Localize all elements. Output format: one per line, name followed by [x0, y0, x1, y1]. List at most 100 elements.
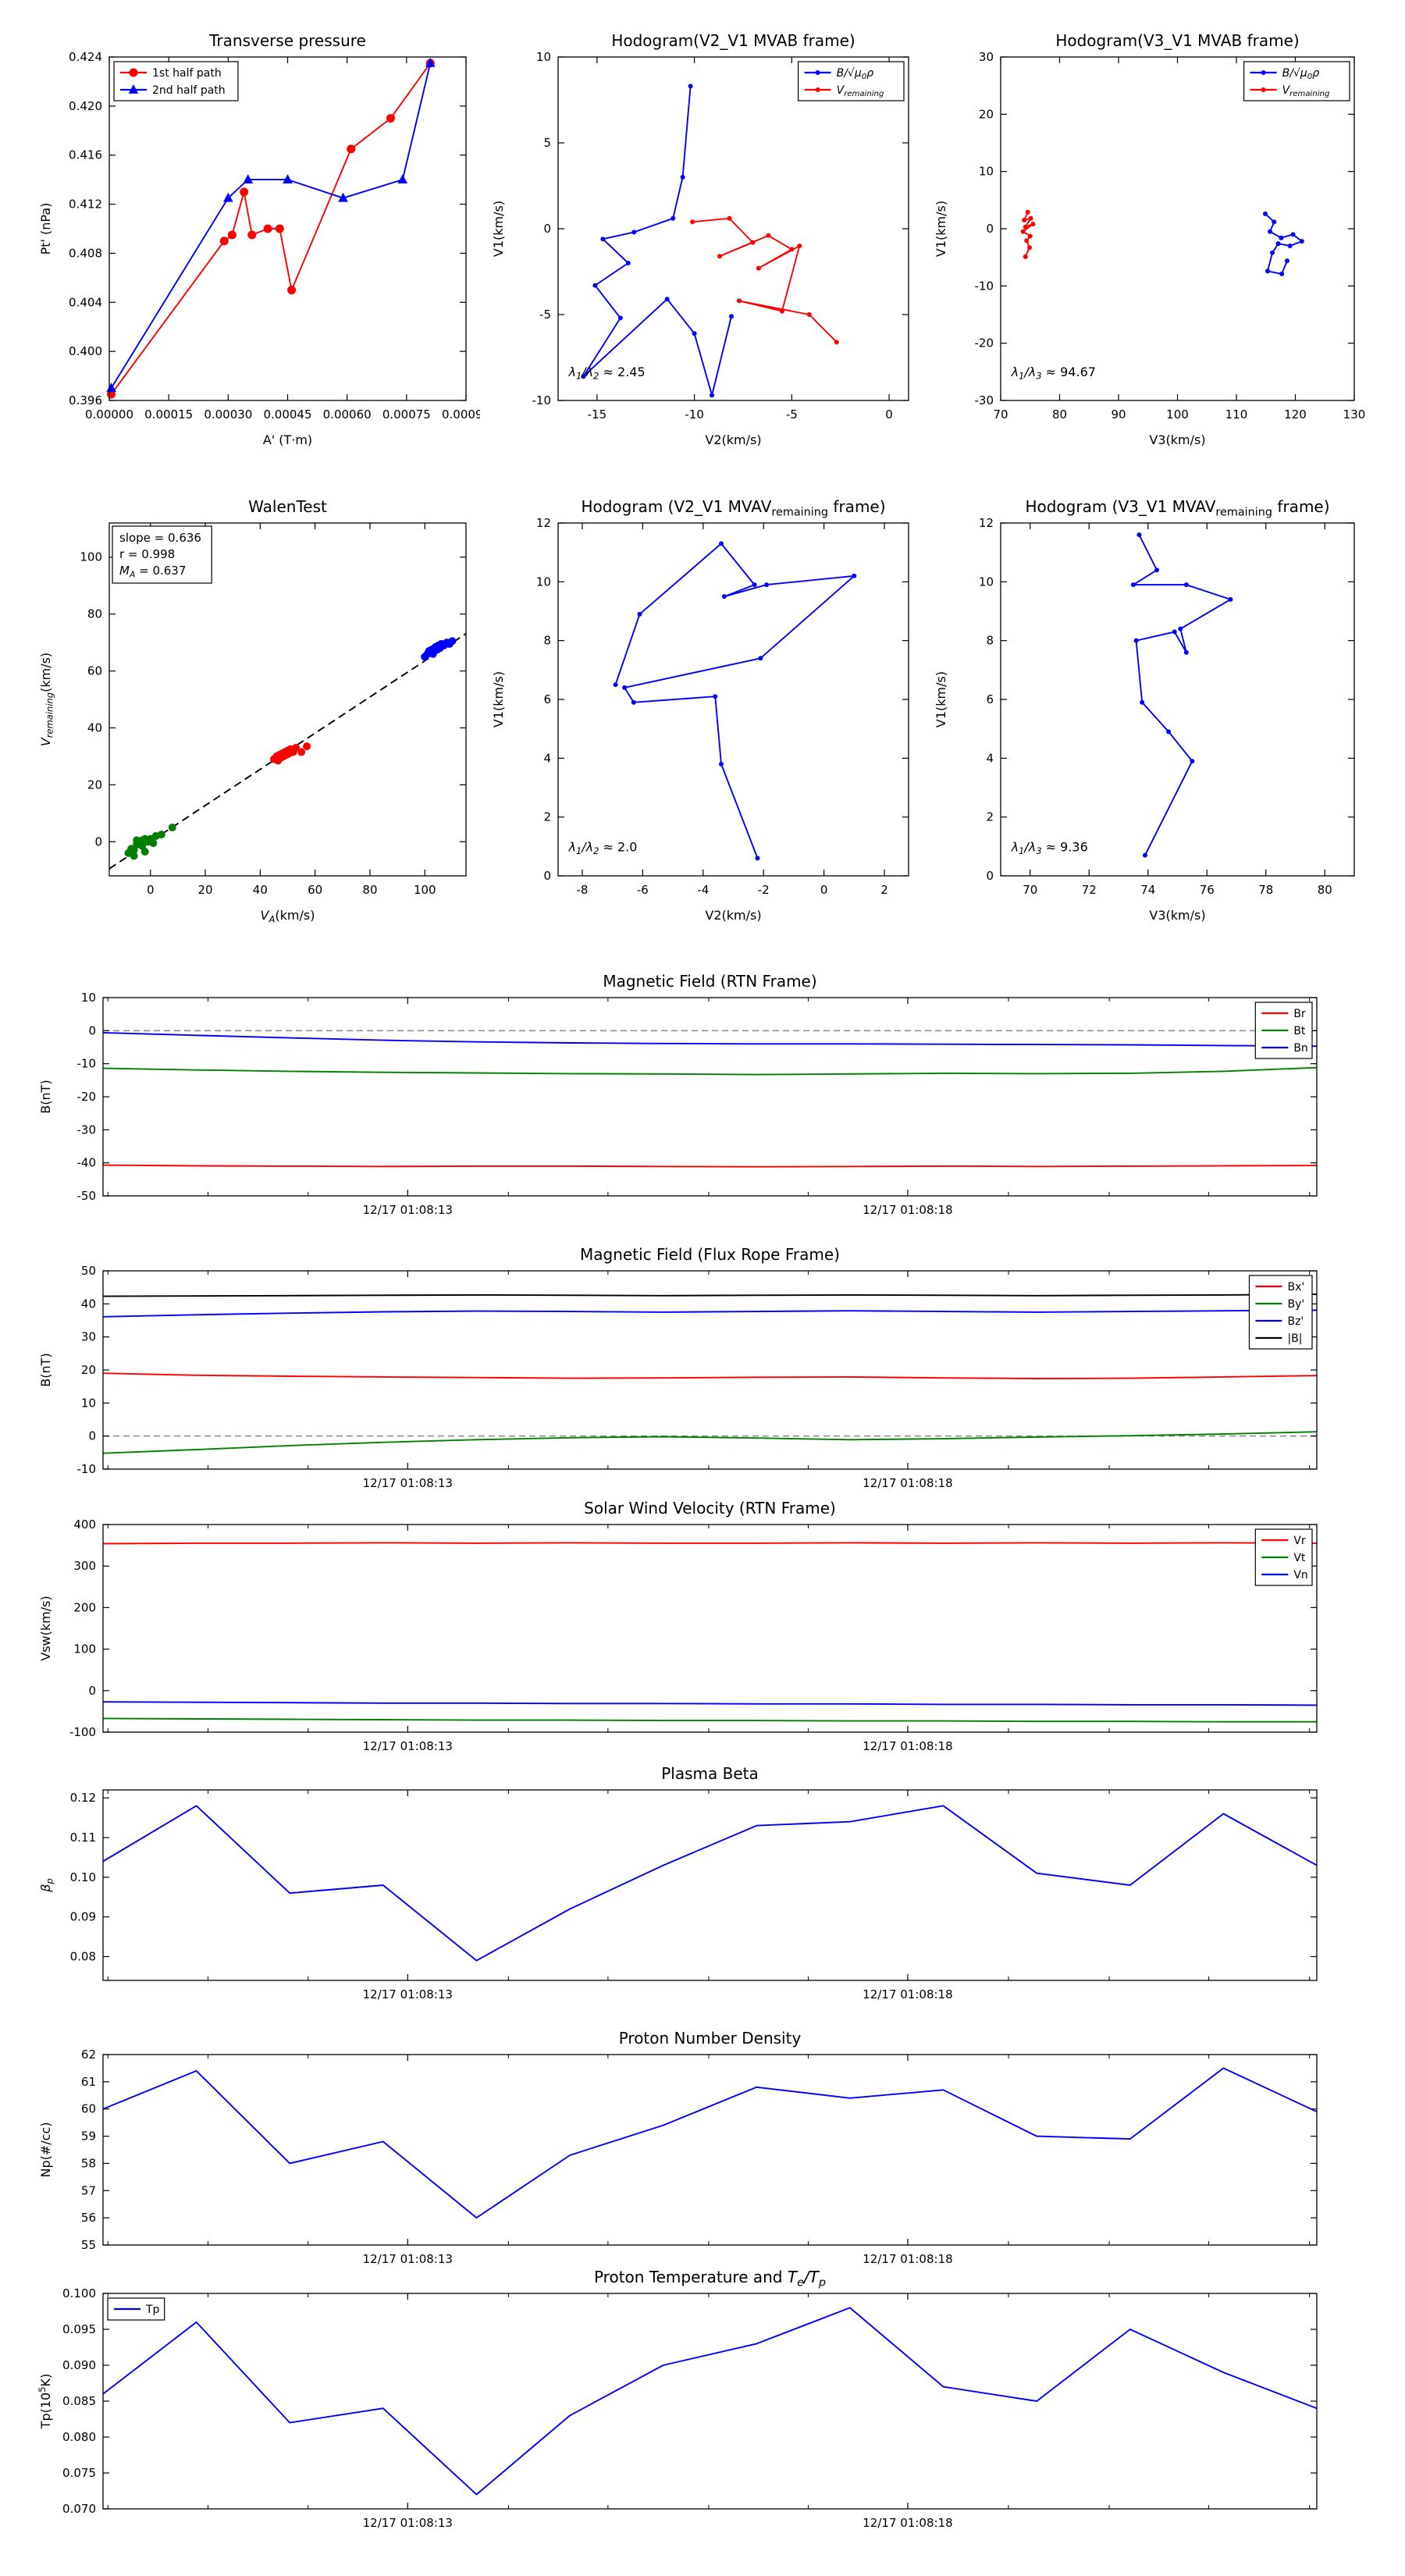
svg-text:12/17 01:08:18: 12/17 01:08:18 — [863, 1739, 952, 1753]
svg-text:By': By' — [1287, 1298, 1304, 1311]
svg-text:Pt' (nPa): Pt' (nPa) — [38, 203, 53, 255]
svg-text:Hodogram(V3_V1 MVAB frame): Hodogram(V3_V1 MVAB frame) — [1055, 31, 1299, 50]
chart-hodogram-v3v1-mvab: 70 80 90 100 110 120 130 -30 -20 -10 0 10 20 30 Hodogr… — [927, 20, 1374, 479]
svg-text:V2(km/s): V2(km/s) — [705, 432, 761, 447]
chart-hodogram-v2v1-mvav: -8 -6 -4 -2 0 2 0 2 4 6 8 10 12 Hodogram (V2_V1 MVAVr… — [484, 486, 923, 954]
chart-proton-number-density: 12/17 01:08:13 12/17 01:08:18 55 56 57 58 59 60… — [31, 2016, 1378, 2290]
svg-text:80: 80 — [362, 883, 377, 897]
chart-proton-temperature: 12/17 01:08:13 12/17 01:08:18 0.070 0.075 0.… — [31, 2254, 1378, 2554]
svg-text:0.412: 0.412 — [69, 197, 102, 212]
svg-text:12/17 01:08:18: 12/17 01:08:18 — [863, 1203, 952, 1217]
svg-text:Magnetic Field (RTN Frame): Magnetic Field (RTN Frame) — [603, 972, 816, 991]
chart-solar-wind-velocity-rtn: 12/17 01:08:13 12/17 01:08:18 -100 0 100 200 3… — [31, 1485, 1378, 1777]
svg-text:10: 10 — [979, 165, 994, 179]
svg-text:βp​: βp​ — [38, 1878, 55, 1893]
svg-text:0.070: 0.070 — [62, 2502, 96, 2516]
svg-text:0.085: 0.085 — [62, 2394, 96, 2408]
svg-text:20: 20 — [979, 107, 994, 121]
svg-text:40: 40 — [87, 720, 102, 735]
svg-text:Hodogram (V2_V1 MVAVremaining​: Hodogram (V2_V1 MVAVremaining​ frame) — [581, 497, 885, 518]
svg-text:-5: -5 — [786, 407, 798, 422]
svg-text:-10: -10 — [975, 279, 994, 293]
svg-text:12/17 01:08:18: 12/17 01:08:18 — [863, 2516, 952, 2530]
svg-text:V3(km/s): V3(km/s) — [1149, 432, 1205, 447]
svg-text:10: 10 — [81, 991, 96, 1005]
svg-text:Hodogram (V3_V1 MVAVremaining​: Hodogram (V3_V1 MVAVremaining​ frame) — [1025, 497, 1329, 518]
svg-text:40: 40 — [253, 883, 268, 897]
svg-text:12/17 01:08:13: 12/17 01:08:13 — [363, 1476, 453, 1490]
svg-text:8: 8 — [986, 634, 994, 648]
svg-text:-15: -15 — [588, 407, 607, 422]
svg-text:80: 80 — [1318, 883, 1332, 897]
svg-text:Hodogram(V2_V1 MVAB frame): Hodogram(V2_V1 MVAB frame) — [611, 31, 855, 50]
svg-text:76: 76 — [1200, 883, 1215, 897]
svg-text:-50: -50 — [77, 1189, 97, 1203]
svg-text:Vremaining​: Vremaining​ — [1282, 84, 1330, 98]
svg-text:0.080: 0.080 — [62, 2430, 96, 2444]
svg-text:slope = 0.636: slope = 0.636 — [119, 531, 201, 545]
svg-text:58: 58 — [81, 2156, 96, 2170]
svg-text:12/17 01:08:18: 12/17 01:08:18 — [863, 1987, 952, 2001]
svg-text:100: 100 — [414, 883, 436, 897]
svg-text:62: 62 — [81, 2048, 96, 2062]
svg-text:1st half path: 1st half path — [152, 67, 222, 80]
svg-text:0.420: 0.420 — [69, 99, 102, 113]
svg-text:Vsw(km/s): Vsw(km/s) — [38, 1596, 53, 1660]
svg-text:60: 60 — [87, 664, 102, 678]
svg-text:0: 0 — [543, 869, 551, 883]
svg-text:0: 0 — [88, 1429, 96, 1443]
svg-text:0: 0 — [885, 407, 893, 422]
svg-text:Solar Wind Velocity (RTN Frame: Solar Wind Velocity (RTN Frame) — [584, 1499, 836, 1517]
svg-text:-10: -10 — [77, 1462, 97, 1476]
svg-text:-5: -5 — [539, 308, 551, 322]
chart-magnetic-field-flux-rope: 12/17 01:08:13 12/17 01:08:18 -10 0 10 20 30 40… — [31, 1232, 1378, 1514]
svg-text:0: 0 — [820, 883, 828, 897]
svg-text:A' (T·m): A' (T·m) — [263, 432, 312, 447]
svg-text:10: 10 — [979, 575, 994, 589]
svg-text:0.09: 0.09 — [70, 1910, 96, 1924]
svg-text:5: 5 — [543, 136, 551, 150]
svg-text:10: 10 — [81, 1396, 96, 1410]
svg-text:-2: -2 — [758, 883, 770, 897]
chart-hodogram-v3v1-mvav: 70 72 74 76 78 80 0 2 4 6 8 10 12 Hodogram (V3_V1 MVA… — [927, 486, 1374, 954]
svg-text:2: 2 — [543, 810, 551, 824]
svg-text:4: 4 — [543, 751, 551, 765]
svg-text:20: 20 — [87, 777, 102, 792]
svg-text:57: 57 — [81, 2183, 96, 2197]
svg-text:70: 70 — [1023, 883, 1037, 897]
svg-text:12: 12 — [536, 516, 551, 530]
svg-text:130: 130 — [1343, 407, 1366, 422]
svg-text:2nd half path: 2nd half path — [152, 84, 226, 97]
svg-text:0.424: 0.424 — [69, 50, 102, 64]
svg-text:2: 2 — [986, 810, 994, 824]
svg-text:Vremaining​(km/s): Vremaining​(km/s) — [38, 653, 55, 746]
svg-text:80: 80 — [1052, 407, 1067, 422]
svg-text:120: 120 — [1284, 407, 1307, 422]
chart-hodogram-v2v1-mvab: -15 -10 -5 0 -10 -5 0 5 10 Hodogram(V2_V1 MVAB fr… — [484, 20, 923, 479]
svg-text:-40: -40 — [77, 1156, 97, 1170]
chart-plasma-beta: 12/17 01:08:13 12/17 01:08:18 0.08 0.09 0.10… — [31, 1751, 1378, 2026]
svg-text:0.11: 0.11 — [70, 1831, 96, 1845]
svg-text:0.396: 0.396 — [69, 393, 102, 407]
svg-text:0.00030: 0.00030 — [204, 407, 252, 422]
svg-text:Vr: Vr — [1293, 1535, 1306, 1547]
svg-text:110: 110 — [1225, 407, 1248, 422]
svg-text:B(nT): B(nT) — [38, 1080, 53, 1113]
svg-text:300: 300 — [73, 1559, 96, 1573]
svg-text:6: 6 — [986, 692, 994, 706]
svg-text:λ1​/λ2​ ≈ 2.0: λ1​/λ2​ ≈ 2.0 — [567, 839, 637, 856]
svg-text:78: 78 — [1258, 883, 1273, 897]
svg-text:74: 74 — [1140, 883, 1155, 897]
svg-text:VA​(km/s): VA​(km/s) — [261, 908, 315, 925]
svg-text:0.00045: 0.00045 — [263, 407, 311, 422]
chart-transverse-pressure: 0.00000 0.00015 0.00030 0.00045 0.00060 0.000… — [31, 20, 480, 479]
svg-text:Bt: Bt — [1293, 1025, 1306, 1037]
svg-text:-6: -6 — [637, 883, 649, 897]
svg-text:Vremaining​: Vremaining​ — [837, 84, 884, 98]
svg-text:B/√μ0​ρ: B/√μ0​ρ — [837, 67, 874, 81]
svg-text:Tp: Tp — [145, 2304, 160, 2316]
svg-text:B(nT): B(nT) — [38, 1353, 53, 1386]
svg-text:8: 8 — [543, 634, 551, 648]
